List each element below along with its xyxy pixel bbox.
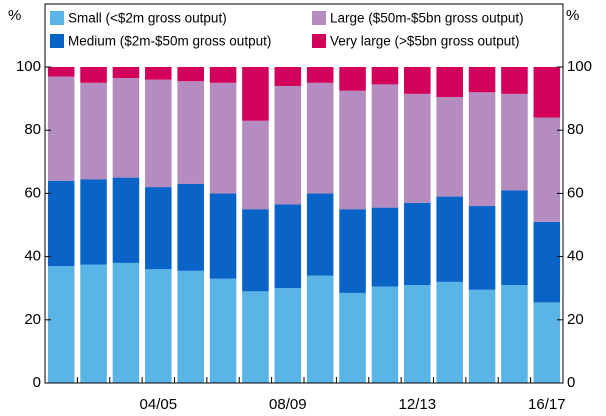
bar-segment	[209, 82, 237, 194]
bar-segment	[274, 204, 302, 289]
bar-segment	[533, 117, 561, 222]
bar-segment	[274, 288, 302, 383]
bar-segment	[436, 97, 463, 197]
bar-segment	[404, 67, 431, 94]
bar-segment	[468, 289, 496, 383]
bar-segment	[145, 79, 172, 188]
bar-segment	[80, 82, 107, 180]
bar-segment	[177, 183, 204, 271]
bar-segment	[112, 67, 140, 79]
x-tick-label: 08/09	[269, 396, 307, 413]
y-tick-label-right: 20	[567, 311, 584, 328]
bar-segment	[145, 187, 172, 270]
legend-label: Small (<$2m gross output)	[68, 11, 227, 26]
bar-segment	[306, 193, 334, 276]
bar-segment	[501, 190, 528, 286]
bar-segment	[177, 81, 204, 184]
bar-segment	[306, 82, 334, 194]
bar-segment	[371, 207, 399, 287]
y-unit-left: %	[8, 7, 21, 24]
bar-segment	[339, 67, 366, 91]
bar-segment	[404, 285, 431, 383]
bar-segment	[47, 266, 75, 383]
y-tick-label-right: 80	[567, 121, 584, 138]
legend-swatch	[50, 11, 64, 25]
bar-segment	[371, 84, 399, 208]
legend-label: Very large (>$5bn gross output)	[330, 34, 520, 49]
bar-segment	[112, 78, 140, 178]
bar-segment	[468, 92, 496, 207]
bar-segment	[306, 275, 334, 383]
bar-segment	[501, 285, 528, 383]
bar-segment	[468, 67, 496, 93]
bar-segment	[112, 262, 140, 383]
legend-swatch	[312, 34, 326, 48]
y-tick-label: 100	[16, 58, 41, 75]
bar-segment	[371, 67, 399, 85]
bar-segment	[209, 278, 237, 383]
legend-label: Large ($50m-$5bn gross output)	[330, 11, 524, 26]
bar-segment	[404, 93, 431, 203]
bar-segment	[339, 90, 366, 210]
bar-segment	[145, 269, 172, 383]
bar-segment	[209, 67, 237, 83]
bar-segment	[80, 264, 107, 383]
y-tick-label: 0	[33, 374, 41, 391]
y-tick-label-right: 60	[567, 184, 584, 201]
y-tick-label: 80	[24, 121, 41, 138]
y-tick-label: 20	[24, 311, 41, 328]
bar-segment	[242, 120, 269, 210]
bar-segment	[404, 202, 431, 286]
y-tick-label-right: 100	[567, 58, 592, 75]
bar-segment	[274, 85, 302, 205]
bar-segment	[47, 76, 75, 181]
y-tick-label: 60	[24, 184, 41, 201]
legend-label: Medium ($2m-$50m gross output)	[68, 34, 271, 49]
bar-segment	[436, 281, 463, 383]
bar-segment	[533, 67, 561, 118]
bar-segment	[177, 270, 204, 383]
bar-segment	[80, 67, 107, 83]
bar-segment	[112, 177, 140, 263]
bar-segment	[242, 291, 269, 383]
bar-segment	[501, 93, 528, 191]
legend-swatch	[312, 11, 326, 25]
bar-segment	[436, 67, 463, 98]
y-tick-label-right: 0	[567, 374, 575, 391]
bar-segment	[242, 209, 269, 292]
bar-segment	[274, 67, 302, 86]
bar-segment	[47, 67, 75, 77]
bar-segment	[145, 67, 172, 80]
bar-segment	[339, 209, 366, 293]
y-unit-right: %	[566, 7, 579, 24]
bar-segment	[468, 206, 496, 290]
x-tick-label: 16/17	[528, 396, 566, 413]
bar-segment	[306, 67, 334, 83]
x-tick-label: 12/13	[399, 396, 437, 413]
bar-segment	[533, 221, 561, 303]
bar-segment	[177, 67, 204, 82]
bar-segment	[501, 67, 528, 94]
bar-segment	[339, 292, 366, 383]
legend-swatch	[50, 34, 64, 48]
y-tick-label: 40	[24, 248, 41, 265]
bar-segment	[242, 67, 269, 121]
bar-segment	[47, 180, 75, 267]
bar-segment	[533, 302, 561, 383]
bar-segment	[80, 179, 107, 265]
bar-segment	[436, 196, 463, 282]
bar-segment	[371, 286, 399, 383]
x-tick-label: 04/05	[140, 396, 178, 413]
bar-segment	[209, 193, 237, 279]
y-tick-label-right: 40	[567, 248, 584, 265]
